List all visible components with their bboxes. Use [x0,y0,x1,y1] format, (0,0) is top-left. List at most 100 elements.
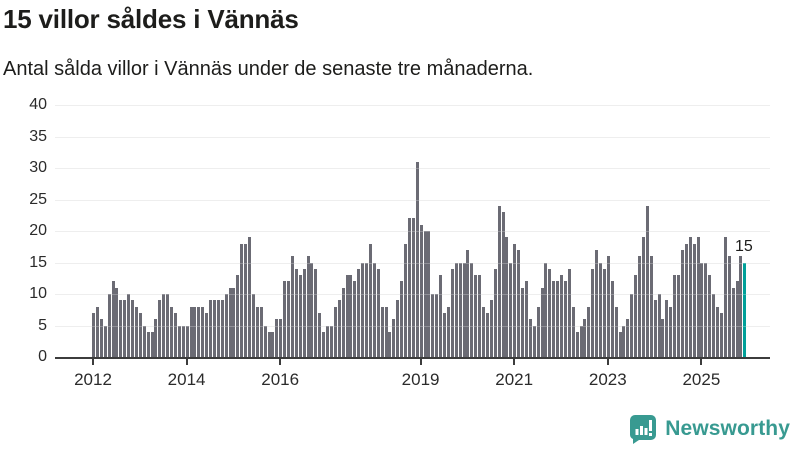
bar [205,312,209,357]
bar [376,268,380,357]
bar [404,243,407,357]
bar [119,300,123,357]
bar [704,262,708,357]
bar [396,300,400,357]
y-tick-label: 35 [29,127,47,145]
bar [372,262,376,357]
gridline [55,136,770,138]
bar [630,294,634,357]
bar [634,275,638,357]
bar [583,319,587,357]
bar [166,294,170,357]
y-tick-label: 30 [29,159,47,176]
bar [322,331,326,357]
bar [189,306,193,357]
bar [513,243,517,357]
bar [134,306,138,357]
bar [548,268,552,357]
bar [259,306,263,357]
bar [669,306,673,357]
bar [719,312,723,357]
bar [251,294,255,357]
highlighted-bar [743,262,747,357]
bar [244,243,248,357]
x-axis-tick [92,359,94,365]
bar [275,319,279,357]
x-tick-label: 2019 [401,370,440,389]
chart-subtitle: Antal sålda villor i Vännäs under de sen… [3,58,534,80]
x-axis-tick [700,359,703,365]
bar [263,325,267,357]
bar [723,237,727,357]
bar [692,243,696,357]
bar [439,275,443,357]
bar [337,300,341,357]
y-axis-labels: 0 5 10 15 20 25 30 35 40 [0,97,47,365]
bar [528,319,532,357]
bar [201,306,205,357]
bar [458,262,462,357]
brand-name: Newsworthy [665,417,790,440]
bar [400,281,404,357]
bar [232,287,236,357]
bar [680,249,684,357]
bar [365,262,368,357]
bar [423,231,427,357]
gridline-overlay [55,136,770,138]
bar [606,256,610,357]
bar [142,325,146,357]
bar [595,249,599,357]
gridline-overlay [55,199,770,201]
bar [653,300,657,357]
bar [431,294,435,357]
bar [521,287,524,357]
bar [209,300,212,357]
newsworthy-logo-icon [630,415,657,444]
bar [345,275,349,357]
bar [665,300,669,357]
bar [419,224,423,357]
x-axis-tick [279,359,282,365]
bar [505,237,509,357]
bar [712,294,716,357]
bar [103,325,107,357]
bar [111,281,115,357]
bar [388,331,392,357]
bar [287,281,290,357]
bar [146,331,150,357]
bar [493,268,497,357]
x-tick-label: 2025 [682,370,721,389]
gridline-overlay [55,262,770,264]
bar [731,287,735,357]
bar [618,331,622,357]
bar [181,325,185,357]
bar [552,281,556,357]
bar [329,325,333,357]
bar [279,319,283,357]
bar [443,312,446,357]
y-tick-label: 25 [29,190,47,208]
bar [489,300,493,357]
brand-footer[interactable]: Newsworthy [629,413,790,445]
bar [216,300,220,357]
x-tick-label: 2016 [261,370,300,389]
bar [138,312,142,357]
bar [150,331,154,357]
bar [185,325,189,357]
bar [673,275,677,357]
bar [540,287,544,357]
bar [454,262,458,357]
bar [255,306,259,357]
bar [267,331,271,357]
bar [290,256,294,357]
bar [536,306,540,357]
x-axis-tick [606,359,609,365]
bar [220,300,224,357]
bar [739,256,743,357]
bar [162,294,166,357]
bar [341,287,345,357]
bar [123,300,127,357]
bar [212,300,216,357]
bar [283,281,287,357]
